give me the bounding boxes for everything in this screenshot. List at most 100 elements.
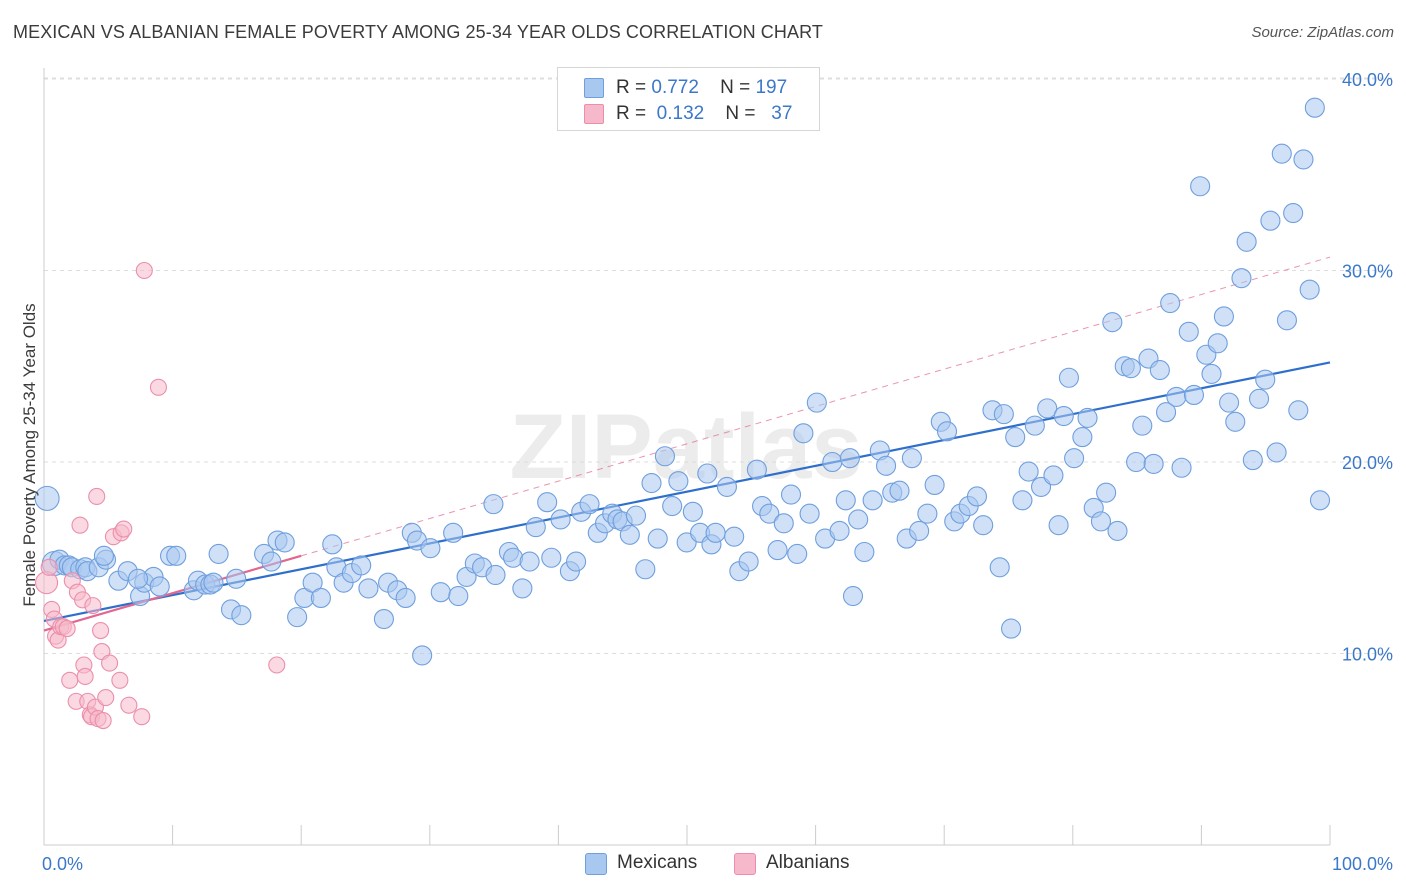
- mexicans-point: [1183, 384, 1204, 406]
- mexicans-point: [1248, 388, 1270, 409]
- mexicans-point: [705, 522, 726, 543]
- mexicans-point: [1053, 405, 1074, 427]
- albanians-point: [94, 711, 112, 730]
- albanians-point: [101, 654, 119, 672]
- mexicans-point: [1096, 482, 1117, 503]
- mexicans-point: [909, 520, 930, 541]
- albanians-point: [76, 667, 94, 686]
- mexicans-point: [1018, 461, 1039, 482]
- mexicans-point: [1219, 392, 1240, 413]
- albanians-point: [40, 558, 58, 576]
- mexicans-point: [839, 448, 860, 469]
- mexicans-point: [822, 451, 843, 473]
- mexicans-point: [619, 524, 640, 545]
- mexicans-point: [1293, 149, 1314, 170]
- mexicans-point: [1242, 450, 1263, 471]
- mexicans-legend-label: Mexicans: [617, 852, 698, 873]
- mexicans-point: [767, 540, 788, 561]
- mexicans-point: [1201, 363, 1222, 384]
- mexicans-point: [1304, 97, 1325, 118]
- mexicans-swatch: [584, 78, 604, 98]
- albanians-point: [133, 708, 151, 726]
- mexicans-point: [412, 645, 433, 666]
- albanians-point: [111, 671, 129, 689]
- albanians-point: [115, 520, 133, 538]
- mexicans-point: [1178, 321, 1199, 342]
- mexicans-point: [149, 576, 170, 597]
- axes: [43, 68, 1331, 846]
- mexicans-point: [1225, 411, 1246, 432]
- mexicans-point: [1012, 490, 1033, 511]
- mexicans-point: [485, 564, 506, 586]
- mexicans-point: [1077, 407, 1098, 429]
- mexicans-point: [1043, 465, 1064, 486]
- y-tick-label: 10.0%: [1342, 645, 1393, 665]
- legend-r-label: R =: [616, 77, 647, 98]
- mexicans-point: [1160, 293, 1181, 314]
- mexicans-point: [395, 587, 416, 609]
- mexicans-point: [358, 578, 379, 599]
- mexicans-point: [625, 505, 647, 526]
- x-tick-label: 0.0%: [42, 854, 83, 874]
- mexicans-point: [1207, 333, 1228, 354]
- mexicans-point: [738, 551, 759, 572]
- mexicans-point: [654, 446, 676, 467]
- albanians-point: [268, 656, 286, 674]
- mexicans-point: [924, 474, 945, 496]
- albanians-point: [71, 516, 89, 534]
- mexicans-point: [1260, 210, 1281, 231]
- legend-n-value: 197: [755, 77, 788, 98]
- mexicans-point: [724, 526, 745, 547]
- mexicans-point: [1030, 476, 1052, 497]
- mexicans-point: [862, 490, 883, 511]
- mexicans-point: [1107, 520, 1128, 541]
- mexicans-trend-line: [43, 361, 1331, 623]
- mexicans-point: [829, 520, 850, 541]
- mexicans-point: [566, 551, 587, 572]
- mexicans-point: [973, 515, 994, 536]
- mexicans-point: [203, 572, 224, 593]
- mexicans-point: [322, 534, 343, 555]
- trend-lines: [43, 256, 1331, 632]
- legend-n-label: N =: [720, 77, 751, 98]
- mexicans-point: [793, 423, 814, 444]
- mexicans-point: [787, 543, 808, 564]
- legend-r-value: 0.772: [651, 77, 699, 98]
- mexicans-point: [430, 582, 451, 603]
- mexicans-point: [1156, 402, 1177, 423]
- y-tick-label: 30.0%: [1342, 262, 1393, 282]
- albanians-points: [35, 261, 286, 730]
- mexicans-point: [1255, 369, 1276, 390]
- mexicans-point: [1236, 231, 1257, 252]
- mexicans-point: [1166, 386, 1187, 407]
- albanians-point: [92, 621, 110, 640]
- mexicans-point: [420, 538, 441, 559]
- mexicans-point: [310, 587, 331, 609]
- mexicans-point: [1266, 442, 1287, 463]
- mexicans-point: [901, 448, 922, 469]
- y-tick-label: 20.0%: [1342, 453, 1393, 473]
- albanians-point: [84, 597, 102, 615]
- mexicans-point: [1072, 427, 1093, 448]
- mexicans-point: [1102, 312, 1123, 333]
- mexicans-point: [208, 543, 229, 564]
- y-axis-label: Female Poverty Among 25-34 Year Olds: [20, 303, 39, 607]
- mexicans-point: [889, 480, 910, 501]
- mexicans-point: [635, 559, 656, 580]
- mexicans-point: [835, 490, 856, 511]
- mexicans-point: [1005, 427, 1026, 448]
- mexicans-point: [1283, 203, 1304, 224]
- mexicans-point: [1276, 310, 1297, 331]
- albanians-point: [97, 688, 115, 707]
- mexicans-point: [966, 486, 988, 507]
- mexicans-point: [503, 547, 524, 568]
- source-label: Source: ZipAtlas.com: [1251, 24, 1394, 41]
- mexicans-point: [746, 459, 767, 480]
- mexicans-point: [261, 551, 282, 572]
- mexicans-point: [1271, 143, 1292, 164]
- albanians-legend-swatch: [734, 853, 756, 875]
- albanians-point: [120, 696, 138, 714]
- mexicans-point: [1299, 279, 1320, 300]
- mexicans-point: [166, 545, 187, 566]
